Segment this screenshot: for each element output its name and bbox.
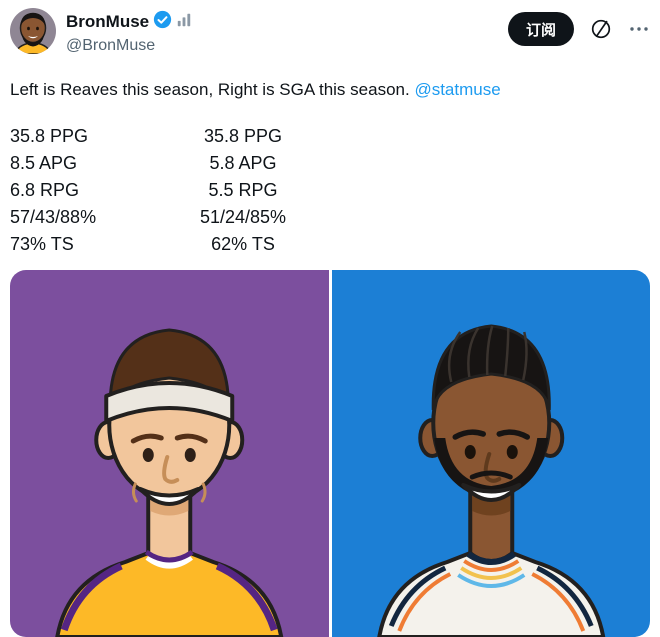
tweet-text-body: Left is Reaves this season, Right is SGA… bbox=[10, 80, 415, 99]
tweet-text: Left is Reaves this season, Right is SGA… bbox=[10, 79, 650, 101]
tweet-image bbox=[10, 270, 650, 637]
tweet-header: BronMuse @BronMuse 订阅 bbox=[10, 8, 650, 55]
header-actions: 订阅 bbox=[507, 8, 650, 46]
reaves-illustration bbox=[10, 270, 329, 637]
stat-line: 57/43/88% bbox=[10, 207, 97, 227]
user-handle[interactable]: @BronMuse bbox=[66, 37, 156, 54]
name-block: BronMuse @BronMuse bbox=[66, 8, 508, 55]
statmuse-mention-link[interactable]: @statmuse bbox=[414, 80, 501, 99]
avatar[interactable] bbox=[10, 8, 56, 54]
right-player-panel[interactable] bbox=[331, 270, 650, 637]
left-player-panel[interactable] bbox=[10, 270, 329, 637]
stat-line: 6.8 RPG bbox=[10, 180, 80, 200]
bar-chart-icon bbox=[176, 12, 192, 33]
display-name[interactable]: BronMuse bbox=[66, 12, 150, 31]
stat-line: 35.8 PPG bbox=[203, 126, 283, 146]
stat-line: 62% TS bbox=[211, 234, 275, 254]
verified-badge-icon bbox=[153, 10, 172, 34]
stat-line: 5.5 RPG bbox=[208, 180, 278, 200]
stat-line: 73% TS bbox=[10, 234, 74, 254]
stat-line: 5.8 APG bbox=[209, 153, 277, 173]
grok-icon[interactable] bbox=[590, 18, 612, 40]
sga-illustration bbox=[331, 270, 650, 637]
stats-left-column: 35.8 PPG 8.5 APG 6.8 RPG 57/43/88% 73% T… bbox=[10, 123, 188, 258]
stat-line: 35.8 PPG bbox=[10, 126, 89, 146]
avatar-illustration bbox=[10, 8, 56, 54]
more-icon[interactable] bbox=[628, 18, 650, 40]
stat-line: 51/24/85% bbox=[199, 207, 287, 227]
stats-right-column: 35.8 PPG 5.8 APG 5.5 RPG 51/24/85% 62% T… bbox=[188, 123, 298, 258]
stat-line: 8.5 APG bbox=[10, 153, 78, 173]
subscribe-button[interactable]: 订阅 bbox=[507, 12, 574, 46]
stats-block: 35.8 PPG 8.5 APG 6.8 RPG 57/43/88% 73% T… bbox=[10, 123, 650, 258]
